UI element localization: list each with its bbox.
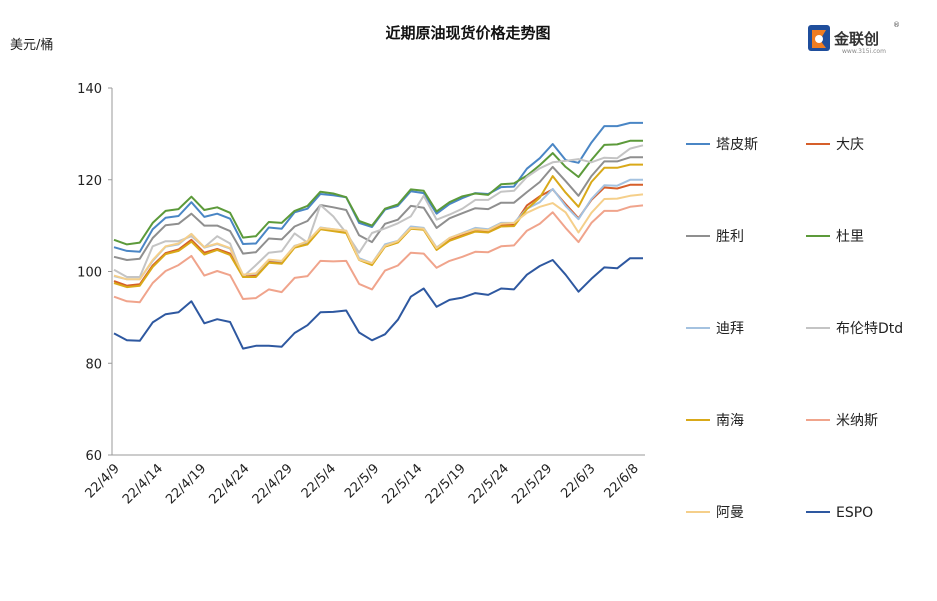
x-tick-label: 22/5/14 xyxy=(380,461,426,507)
y-tick-label: 100 xyxy=(77,266,102,281)
legend-label: 米纳斯 xyxy=(836,413,878,429)
legend-label: ESPO xyxy=(836,505,873,521)
x-tick-label: 22/5/9 xyxy=(342,461,382,501)
legend-label: 杜里 xyxy=(836,229,864,245)
x-tick-label: 22/6/8 xyxy=(602,461,642,501)
legend-label: 胜利 xyxy=(716,229,744,245)
chart-title: 近期原油现货价格走势图 xyxy=(385,24,550,42)
y-axis-label: 美元/桶 xyxy=(10,38,53,53)
x-tick-label: 22/4/14 xyxy=(120,461,166,507)
legend-label: 迪拜 xyxy=(716,321,744,337)
legend-label: 布伦特Dtd xyxy=(836,321,903,337)
series-line xyxy=(113,139,643,246)
legend-label: 大庆 xyxy=(836,137,864,153)
x-tick-label: 22/5/4 xyxy=(299,461,339,501)
logo-url: www.315i.com xyxy=(842,48,886,55)
x-tick-label: 22/4/9 xyxy=(83,461,123,501)
y-tick-label: 80 xyxy=(85,357,102,372)
y-tick-label: 120 xyxy=(77,174,102,189)
series-lines xyxy=(113,121,644,350)
series-line xyxy=(113,178,643,281)
logo-mark-icon xyxy=(808,25,830,51)
x-tick-label: 22/4/19 xyxy=(163,461,209,507)
x-tick-label: 22/5/19 xyxy=(423,461,469,507)
logo-registered-mark: ® xyxy=(893,21,900,29)
legend-label: 南海 xyxy=(716,413,744,429)
x-tick-label: 22/5/29 xyxy=(509,461,555,507)
series-line xyxy=(113,257,643,350)
y-tick-label: 140 xyxy=(77,82,102,97)
company-logo: 金联创 www.315i.com ® xyxy=(808,21,900,55)
x-tick-label: 22/6/3 xyxy=(558,461,598,501)
x-tick-label: 22/4/24 xyxy=(207,461,253,507)
legend-label: 阿曼 xyxy=(716,505,744,521)
axes: 60 80 100 120 140 22/4/922/4/1422/4/1922/4/24… xyxy=(77,82,645,507)
x-tick-label: 22/5/24 xyxy=(466,461,512,507)
x-tick-label: 22/4/29 xyxy=(250,461,296,507)
series-line xyxy=(113,156,643,261)
series-line xyxy=(113,204,644,304)
logo-text: 金联创 xyxy=(833,30,879,48)
y-tick-label: 60 xyxy=(85,449,102,464)
legend-label: 塔皮斯 xyxy=(716,137,758,153)
series-line xyxy=(113,193,644,281)
